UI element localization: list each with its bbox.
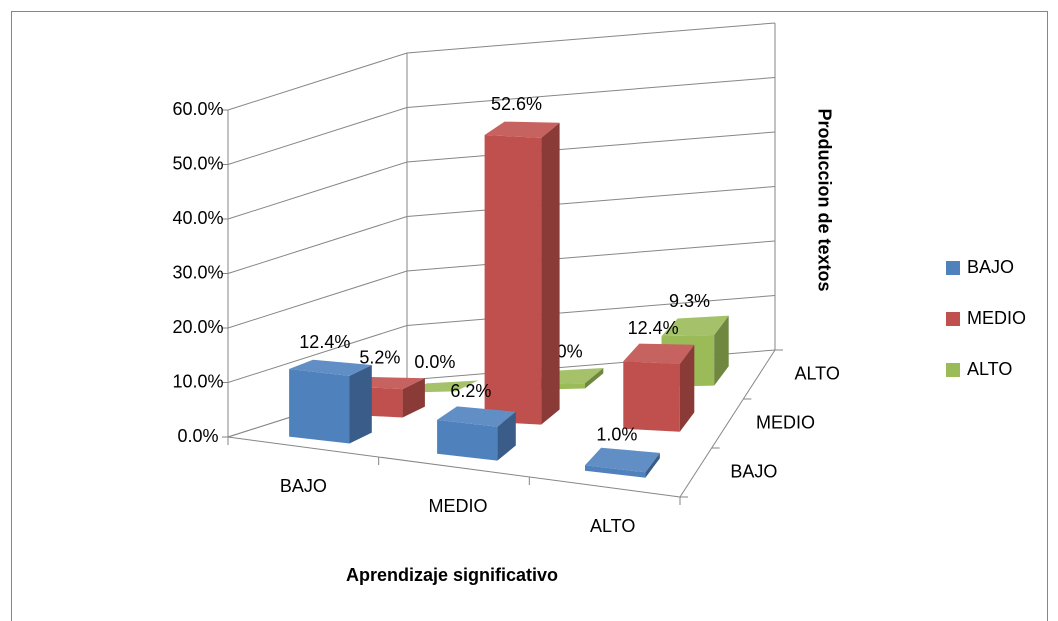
x-axis-title: Aprendizaje significativo (346, 565, 558, 585)
bar-front (289, 369, 350, 444)
bar-top (289, 359, 372, 376)
legend-label: ALTO (967, 359, 1012, 379)
value-label: 6.2% (450, 381, 491, 401)
bar-front (484, 135, 542, 425)
bar-side (679, 344, 695, 432)
bar-side (645, 452, 660, 478)
depth-tick-label: MEDIO (756, 412, 815, 432)
bar-top (585, 447, 660, 473)
legend-label: MEDIO (967, 308, 1026, 328)
bar-top (661, 315, 729, 337)
bar-front (437, 419, 498, 461)
legend-swatch (946, 363, 960, 377)
value-label: 52.6% (491, 94, 542, 114)
y-tick-label: 60.0% (172, 99, 223, 119)
depth-tick-label: BAJO (730, 461, 777, 481)
depth-axis (679, 349, 776, 498)
value-label: 12.4% (299, 332, 350, 352)
y-tick-label: 10.0% (172, 371, 223, 391)
bar-front (585, 465, 646, 478)
depth-tick-label: ALTO (794, 363, 839, 383)
y-tick-label: 30.0% (172, 262, 223, 282)
legend-label: BAJO (967, 257, 1014, 277)
legend-swatch (946, 261, 960, 275)
bar-front (623, 361, 680, 432)
value-label: 9.3% (669, 291, 710, 311)
y-tick-label: 20.0% (172, 317, 223, 337)
bar-side (585, 368, 604, 389)
x-tick-label: MEDIO (428, 496, 487, 516)
bar-side (714, 315, 729, 386)
bar-side (497, 411, 516, 461)
legend-swatch (946, 312, 960, 326)
y-tick-label: 50.0% (172, 153, 223, 173)
y-tick-label: 40.0% (172, 208, 223, 228)
bar-top (484, 121, 560, 138)
value-label: 1.0% (596, 424, 637, 444)
value-label: 5.2% (359, 347, 400, 367)
x-tick-label: BAJO (280, 476, 327, 496)
value-label: 0.0% (414, 352, 455, 372)
bar-side (402, 378, 425, 418)
bar-top (623, 343, 695, 365)
depth-axis-title: Produccion de textos (814, 108, 834, 291)
bar-top (437, 406, 516, 427)
bar-side (541, 122, 560, 425)
x-tick-label: ALTO (590, 516, 635, 536)
bar-side (349, 365, 372, 444)
y-tick-label: 0.0% (177, 426, 218, 446)
x-axis (227, 436, 681, 498)
value-label: 12.4% (628, 318, 679, 338)
